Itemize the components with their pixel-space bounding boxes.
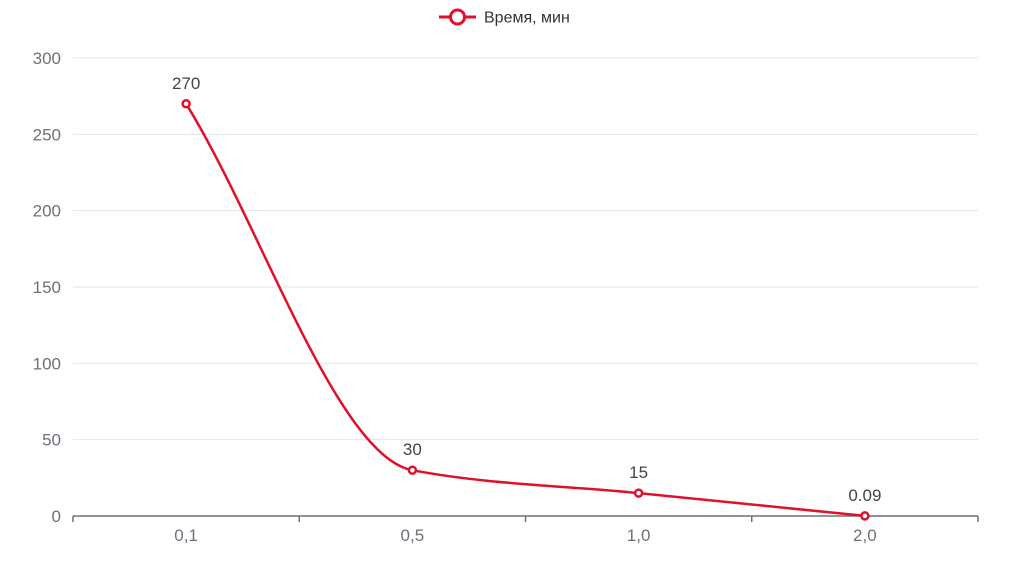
data-label: 30 — [403, 440, 422, 459]
x-tick-label: 2,0 — [853, 526, 877, 545]
x-tick-label: 0,5 — [401, 526, 425, 545]
legend[interactable]: Время, мин — [439, 8, 570, 27]
x-tick-label: 1,0 — [627, 526, 651, 545]
data-label: 15 — [629, 463, 648, 482]
y-tick-label: 200 — [33, 202, 61, 221]
data-label: 0.09 — [848, 486, 881, 505]
legend-marker — [449, 8, 466, 26]
data-point — [860, 511, 870, 521]
legend-label: Время, мин — [484, 10, 570, 27]
series-layer — [181, 99, 870, 521]
y-tick-label: 150 — [33, 278, 61, 297]
data-labels: 270 30 15 0.09 — [172, 74, 881, 505]
x-tick-label: 0,1 — [174, 526, 198, 545]
y-tick-label: 300 — [33, 49, 61, 68]
y-tick-label: 0 — [52, 507, 61, 526]
x-axis: 0,1 0,5 1,0 2,0 — [72, 515, 979, 545]
y-axis: 0 50 100 150 200 250 300 — [33, 49, 61, 526]
series-line — [185, 103, 866, 518]
grid-lines — [73, 57, 978, 441]
y-tick-label: 100 — [33, 354, 61, 373]
data-label: 270 — [172, 74, 200, 93]
data-point — [633, 488, 644, 498]
y-tick-label: 50 — [42, 431, 61, 450]
data-point — [407, 465, 418, 475]
y-tick-label: 250 — [33, 125, 61, 144]
data-point — [181, 99, 191, 109]
